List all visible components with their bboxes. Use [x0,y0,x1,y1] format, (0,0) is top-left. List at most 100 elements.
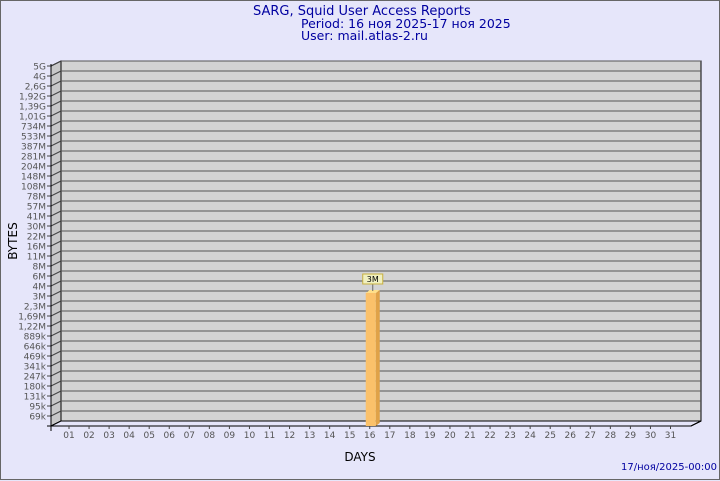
y-tick-label: 1,69M [18,313,46,323]
y-tick-label: 1,01G [19,113,46,123]
y-tick-label: 341k [24,363,47,373]
x-tick-label: 18 [404,431,416,441]
y-tick-label: 387M [21,143,46,153]
y-tick-label: 247k [24,373,47,383]
x-tick-label: 31 [665,431,676,441]
x-tick-label: 01 [63,431,74,441]
y-tick-label: 41M [27,213,46,223]
y-tick-label: 22M [27,233,46,243]
x-tick-label: 30 [645,431,657,441]
y-tick-diagonal [50,340,62,347]
y-tick-diagonal [50,140,62,147]
y-tick-diagonal [50,240,62,247]
bar-data-label: 3M [367,275,379,284]
y-axis-title: BYTES [6,222,20,259]
y-tick-diagonal [50,310,62,317]
x-tick-label: 17 [384,431,395,441]
x-tick-label: 25 [544,431,555,441]
x-tick-label: 21 [464,431,475,441]
y-tick-diagonal [50,170,62,177]
x-tick-label: 07 [184,431,195,441]
x-tick-label: 14 [324,431,336,441]
y-tick-diagonal [50,320,62,327]
y-tick-diagonal [50,190,62,197]
x-tick-label: 03 [103,431,114,441]
x-tick-label: 19 [424,431,436,441]
y-tick-label: 2,3M [24,303,46,313]
y-tick-label: 646k [24,343,47,353]
y-tick-diagonal [50,90,62,97]
y-tick-label: 11M [27,253,46,263]
y-tick-label: 734M [21,123,46,133]
y-tick-label: 4M [33,283,47,293]
x-tick-label: 11 [264,431,275,441]
y-tick-diagonal [50,390,62,397]
y-tick-diagonal [50,380,62,387]
y-tick-label: 889k [24,333,47,343]
y-tick-diagonal [50,290,62,297]
x-tick-label: 24 [524,431,536,441]
chart-title: SARG, Squid User Access Reports [253,4,471,19]
x-tick-label: 20 [444,431,456,441]
x-tick-label: 12 [284,431,295,441]
x-tick-label: 05 [143,431,154,441]
x-tick-label: 28 [605,431,617,441]
y-tick-diagonal [50,350,62,357]
x-axis-end [690,420,702,427]
y-tick-diagonal [50,110,62,117]
y-tick-label: 533M [21,133,46,143]
y-tick-diagonal [50,130,62,137]
chart-user: User: mail.atlas-2.ru [301,28,428,43]
y-tick-label: 281M [21,153,46,163]
x-axis-title: DAYS [344,450,375,464]
x-tick-label: 09 [224,431,236,441]
y-tick-diagonal [50,230,62,237]
y-tick-diagonal [50,150,62,157]
x-tick-label: 06 [164,431,176,441]
y-tick-label: 95k [29,403,46,413]
y-tick-diagonal [50,260,62,267]
y-tick-label: 5G [33,63,46,73]
y-tick-label: 69k [29,413,46,423]
y-tick-diagonal [50,330,62,337]
x-tick-label: 23 [504,431,515,441]
y-tick-label: 78M [27,193,46,203]
y-tick-diagonal [50,80,62,87]
bar-label-box [362,273,384,285]
bar [365,293,376,426]
y-tick-label: 6M [33,273,47,283]
y-tick-diagonal [50,280,62,287]
y-tick-label: 3M [33,293,47,303]
y-tick-label: 469k [24,353,47,363]
bar-side [375,290,380,426]
y-tick-label: 4G [33,73,46,83]
x-tick-label: 10 [244,431,256,441]
y-tick-diagonal [50,220,62,227]
y-tick-diagonal [50,160,62,167]
y-tick-label: 1,22M [18,323,46,333]
x-tick-label: 15 [344,431,355,441]
x-tick-label: 08 [204,431,216,441]
x-tick-label: 29 [625,431,637,441]
y-tick-diagonal [50,60,62,67]
x-tick-label: 16 [364,431,376,441]
y-tick-label: 30M [27,223,46,233]
y-tick-diagonal [50,70,62,77]
x-tick-label: 02 [83,431,94,441]
y-tick-diagonal [50,250,62,257]
y-tick-label: 148M [21,173,46,183]
y-tick-diagonal [50,200,62,207]
y-tick-diagonal [50,360,62,367]
y-tick-label: 16M [27,243,46,253]
y-tick-label: 1,92G [19,93,46,103]
y-tick-label: 57M [27,203,46,213]
x-tick-label: 26 [565,431,577,441]
y-tick-label: 131k [24,393,47,403]
x-tick-label: 13 [304,431,315,441]
y-tick-label: 1,39G [19,103,46,113]
y-tick-diagonal [50,120,62,127]
y-tick-diagonal [50,210,62,217]
y-tick-diagonal [50,270,62,277]
